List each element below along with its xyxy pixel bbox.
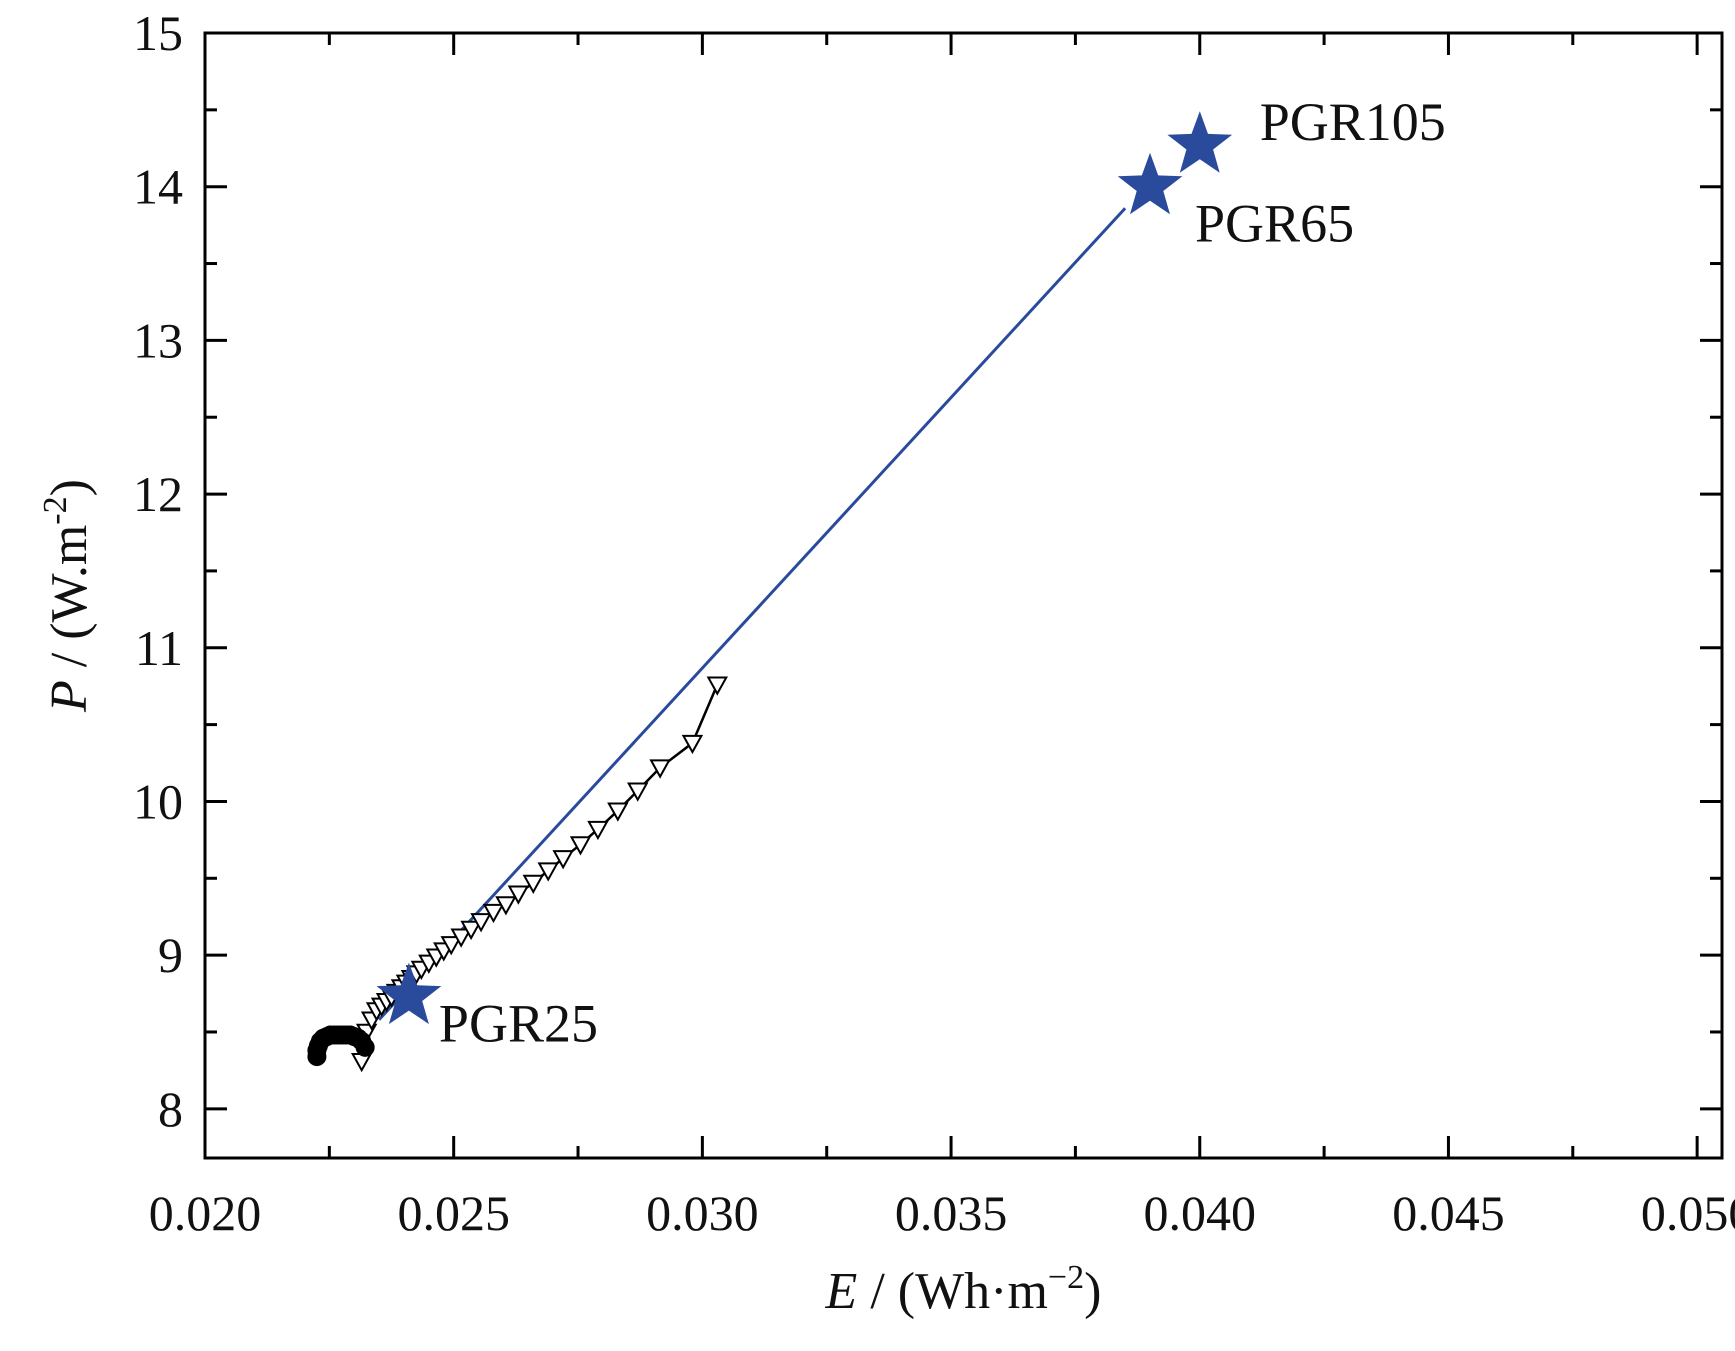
series-1-point bbox=[482, 903, 505, 924]
series-1-point bbox=[460, 920, 482, 941]
x-axis-title: E / (Wh·m−2) bbox=[825, 1259, 1102, 1320]
y-tick-label: 14 bbox=[133, 159, 183, 215]
x-tick-label: 0.045 bbox=[1392, 1185, 1505, 1241]
y-tick-label: 10 bbox=[133, 773, 183, 829]
ticks bbox=[203, 31, 1722, 1158]
x-tick-label: 0.050 bbox=[1641, 1185, 1735, 1241]
y-tick-label: 11 bbox=[135, 620, 183, 676]
y-axis-title: P / (W.m-2) bbox=[37, 479, 98, 713]
series-1-point bbox=[537, 862, 559, 882]
x-tick-label: 0.030 bbox=[646, 1185, 759, 1241]
series-2-point bbox=[355, 1037, 375, 1057]
star-marker bbox=[376, 962, 442, 1025]
fit-line bbox=[377, 207, 1127, 1021]
y-tick-label: 8 bbox=[158, 1081, 183, 1137]
x-tick-label: 0.035 bbox=[895, 1185, 1008, 1241]
point-label: PGR65 bbox=[1195, 194, 1354, 254]
star-marker bbox=[1117, 152, 1183, 215]
series-1-point bbox=[552, 850, 574, 870]
series-1-point bbox=[569, 836, 592, 856]
x-tick-label: 0.020 bbox=[149, 1185, 262, 1241]
series-1-point bbox=[587, 820, 609, 841]
series-1-point bbox=[607, 802, 629, 822]
fit-line-layer bbox=[377, 207, 1127, 1021]
series-1-point bbox=[522, 874, 544, 894]
point-label: PGR105 bbox=[1260, 92, 1446, 152]
series-1-point bbox=[495, 896, 517, 916]
series-1-point bbox=[627, 782, 649, 802]
x-tick-label: 0.040 bbox=[1144, 1185, 1257, 1241]
series-1-point bbox=[706, 676, 728, 696]
tick-labels: 0.020 0.025 0.030 0.035 0.040 0.045 0.050 8 9 10 1… bbox=[133, 5, 1735, 1241]
y-tick-label: 13 bbox=[133, 312, 183, 368]
series-1-point bbox=[450, 928, 472, 948]
series-1-point bbox=[681, 734, 704, 755]
star-marker bbox=[1167, 111, 1233, 173]
plot-frame bbox=[203, 31, 1724, 1160]
series-1-point bbox=[507, 885, 530, 905]
point-label: PGR25 bbox=[439, 994, 598, 1054]
y-tick-label: 15 bbox=[133, 5, 183, 61]
x-tick-label: 0.025 bbox=[397, 1185, 510, 1241]
series-1-point bbox=[470, 913, 492, 933]
series-1-point bbox=[649, 759, 671, 779]
series-layer bbox=[307, 676, 728, 1073]
series-1-point bbox=[440, 936, 462, 956]
y-tick-label: 9 bbox=[158, 927, 183, 983]
y-tick-label: 12 bbox=[133, 466, 183, 522]
highlight-layer bbox=[376, 111, 1233, 1025]
